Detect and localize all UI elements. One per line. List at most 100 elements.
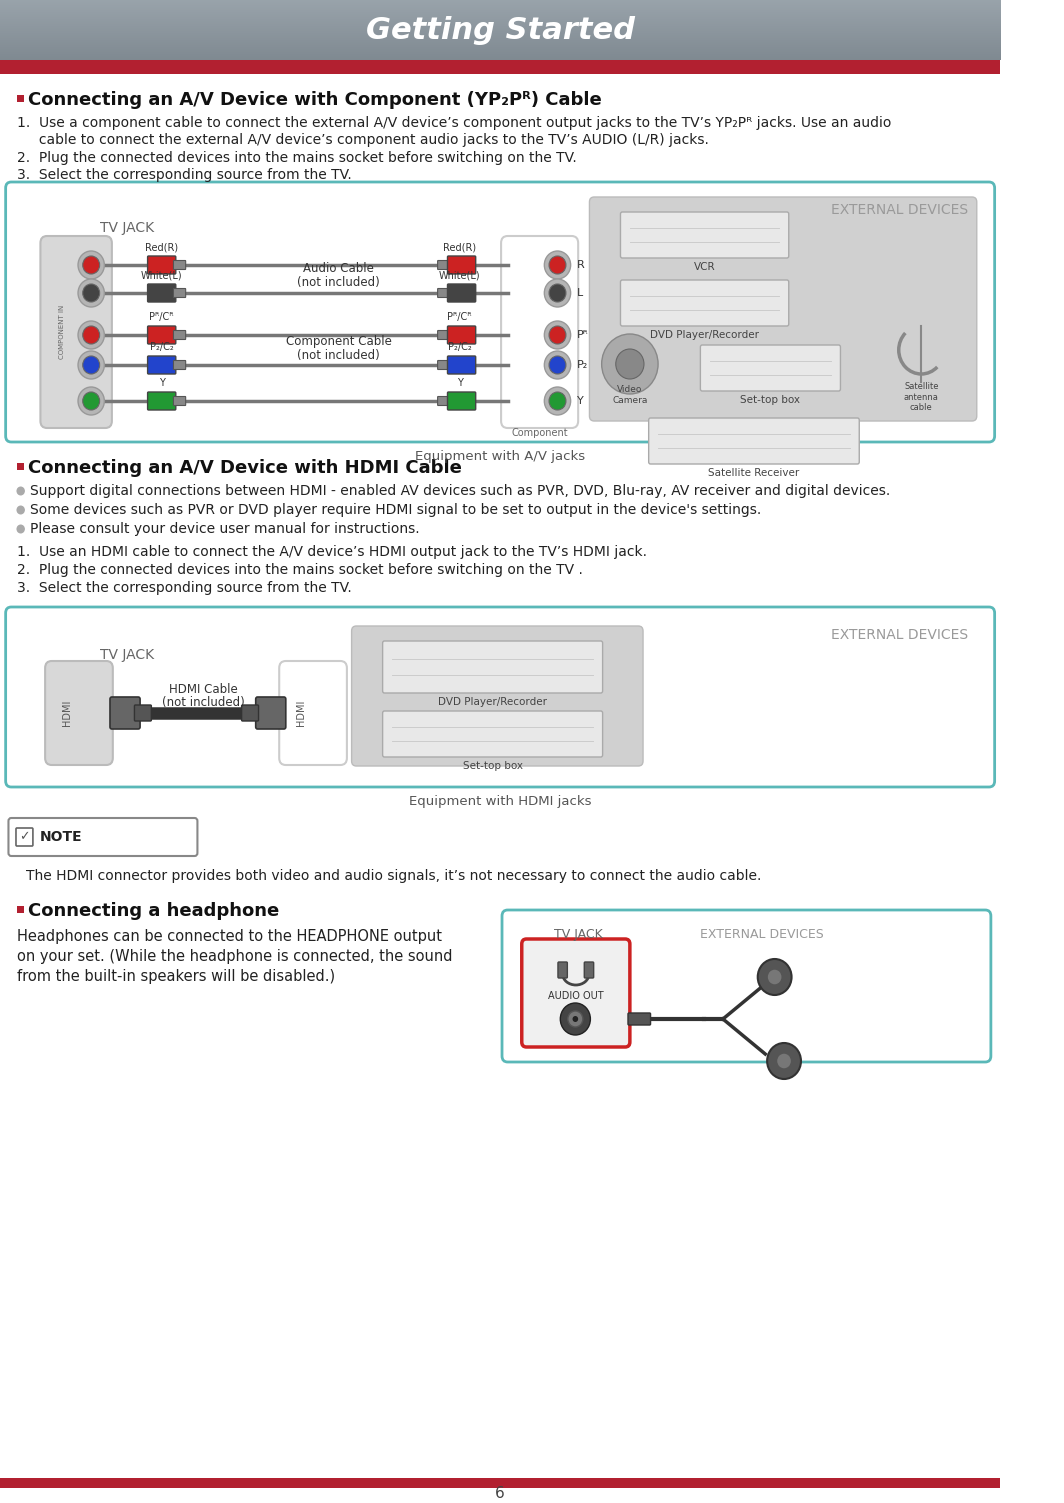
Text: Satellite
antenna
cable: Satellite antenna cable xyxy=(904,382,938,412)
FancyBboxPatch shape xyxy=(383,711,602,758)
FancyBboxPatch shape xyxy=(148,326,176,344)
FancyBboxPatch shape xyxy=(558,962,567,978)
Text: 3.  Select the corresponding source from the TV.: 3. Select the corresponding source from … xyxy=(17,582,352,595)
Text: EXTERNAL DEVICES: EXTERNAL DEVICES xyxy=(831,203,968,216)
FancyBboxPatch shape xyxy=(437,331,450,340)
Text: HDMI Cable: HDMI Cable xyxy=(169,682,237,696)
FancyBboxPatch shape xyxy=(437,397,450,406)
Circle shape xyxy=(758,959,792,995)
FancyBboxPatch shape xyxy=(45,661,113,765)
Text: TV JACK: TV JACK xyxy=(553,927,602,941)
Circle shape xyxy=(767,1043,801,1079)
Text: ✓: ✓ xyxy=(19,831,30,843)
Text: cable to connect the external A/V device’s component audio jacks to the TV’s AUD: cable to connect the external A/V device… xyxy=(17,132,709,147)
Text: Red(R): Red(R) xyxy=(443,242,477,253)
FancyBboxPatch shape xyxy=(5,607,995,788)
Text: COMPONENT IN: COMPONENT IN xyxy=(59,305,65,359)
Text: AUDIO OUT: AUDIO OUT xyxy=(548,990,603,1001)
Text: Video
Camera: Video Camera xyxy=(612,385,648,404)
FancyBboxPatch shape xyxy=(173,260,186,269)
FancyBboxPatch shape xyxy=(110,697,140,729)
FancyBboxPatch shape xyxy=(448,326,476,344)
Circle shape xyxy=(549,326,566,344)
Circle shape xyxy=(549,284,566,302)
Circle shape xyxy=(616,349,644,379)
Text: VCR: VCR xyxy=(694,262,715,272)
Text: Equipment with HDMI jacks: Equipment with HDMI jacks xyxy=(409,795,592,807)
Text: (not included): (not included) xyxy=(297,275,380,289)
FancyBboxPatch shape xyxy=(16,828,33,846)
Text: (not included): (not included) xyxy=(162,696,245,708)
Text: from the built-in speakers will be disabled.): from the built-in speakers will be disab… xyxy=(17,968,335,983)
FancyBboxPatch shape xyxy=(148,256,176,274)
Bar xyxy=(17,906,23,912)
FancyBboxPatch shape xyxy=(448,392,476,410)
Text: Red(R): Red(R) xyxy=(145,242,179,253)
FancyBboxPatch shape xyxy=(649,418,860,464)
FancyBboxPatch shape xyxy=(437,289,450,298)
FancyBboxPatch shape xyxy=(502,909,991,1063)
Text: Y: Y xyxy=(456,377,463,388)
Text: P₂: P₂ xyxy=(578,361,588,370)
FancyBboxPatch shape xyxy=(40,236,112,428)
Circle shape xyxy=(545,386,570,415)
Bar xyxy=(0,60,1000,74)
Circle shape xyxy=(549,392,566,410)
Text: Set-top box: Set-top box xyxy=(463,761,522,771)
FancyBboxPatch shape xyxy=(628,1013,650,1025)
Text: R: R xyxy=(578,260,585,271)
Text: HDMI: HDMI xyxy=(62,700,71,726)
Circle shape xyxy=(78,352,104,379)
Text: Connecting an A/V Device with Component (YP₂Pᴿ) Cable: Connecting an A/V Device with Component … xyxy=(29,92,602,110)
Circle shape xyxy=(83,356,100,374)
Text: The HDMI connector provides both video and audio signals, it’s not necessary to : The HDMI connector provides both video a… xyxy=(27,869,762,882)
Circle shape xyxy=(83,326,100,344)
Text: Component: Component xyxy=(512,428,568,437)
Circle shape xyxy=(561,1003,591,1036)
Circle shape xyxy=(568,1012,583,1027)
FancyBboxPatch shape xyxy=(173,289,186,298)
Text: White(L): White(L) xyxy=(439,271,481,280)
FancyBboxPatch shape xyxy=(589,197,977,421)
Text: DVD Player/Recorder: DVD Player/Recorder xyxy=(438,697,547,706)
FancyBboxPatch shape xyxy=(148,392,176,410)
Text: 2.  Plug the connected devices into the mains socket before switching on the TV : 2. Plug the connected devices into the m… xyxy=(17,564,583,577)
Bar xyxy=(17,95,23,102)
Text: on your set. (While the headphone is connected, the sound: on your set. (While the headphone is con… xyxy=(17,948,452,963)
FancyBboxPatch shape xyxy=(448,356,476,374)
Circle shape xyxy=(549,256,566,274)
Circle shape xyxy=(16,505,24,514)
Circle shape xyxy=(767,969,782,984)
FancyBboxPatch shape xyxy=(148,356,176,374)
Bar xyxy=(17,463,23,470)
Text: Pᴿ: Pᴿ xyxy=(578,331,588,340)
Text: (not included): (not included) xyxy=(297,349,380,362)
Circle shape xyxy=(78,280,104,307)
Text: 3.  Select the corresponding source from the TV.: 3. Select the corresponding source from … xyxy=(17,168,352,182)
Text: TV JACK: TV JACK xyxy=(100,648,154,661)
Circle shape xyxy=(83,392,100,410)
FancyBboxPatch shape xyxy=(437,260,450,269)
FancyBboxPatch shape xyxy=(5,182,995,442)
Text: Audio Cable: Audio Cable xyxy=(303,262,373,275)
Text: EXTERNAL DEVICES: EXTERNAL DEVICES xyxy=(700,927,824,941)
Circle shape xyxy=(16,487,24,496)
FancyBboxPatch shape xyxy=(448,284,476,302)
Text: Support digital connections between HDMI - enabled AV devices such as PVR, DVD, : Support digital connections between HDMI… xyxy=(30,484,891,497)
FancyBboxPatch shape xyxy=(584,962,594,978)
Text: Satellite Receiver: Satellite Receiver xyxy=(709,467,799,478)
Text: Component Cable: Component Cable xyxy=(285,335,392,347)
Text: 2.  Plug the connected devices into the mains socket before switching on the TV.: 2. Plug the connected devices into the m… xyxy=(17,150,577,165)
Bar xyxy=(0,1477,1000,1488)
Text: Set-top box: Set-top box xyxy=(741,395,800,404)
FancyBboxPatch shape xyxy=(448,256,476,274)
FancyBboxPatch shape xyxy=(351,627,643,767)
FancyBboxPatch shape xyxy=(521,939,630,1048)
Text: Connecting a headphone: Connecting a headphone xyxy=(29,902,280,920)
Text: Pᴿ/Cᴿ: Pᴿ/Cᴿ xyxy=(149,313,173,322)
Circle shape xyxy=(16,525,24,534)
Text: EXTERNAL DEVICES: EXTERNAL DEVICES xyxy=(831,628,968,642)
Circle shape xyxy=(545,280,570,307)
FancyBboxPatch shape xyxy=(437,361,450,370)
Text: Getting Started: Getting Started xyxy=(366,15,634,45)
